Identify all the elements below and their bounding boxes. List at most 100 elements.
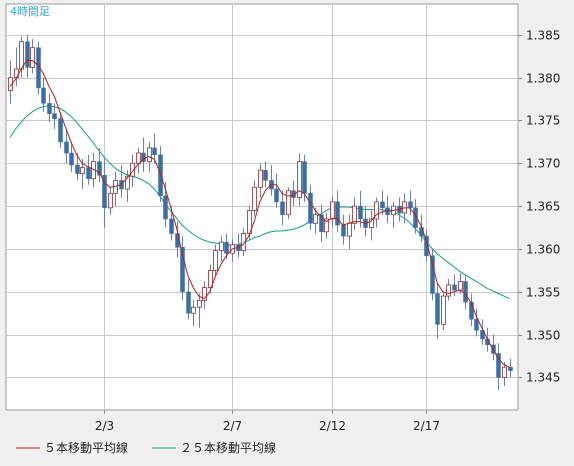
candle xyxy=(308,184,313,231)
candle xyxy=(297,153,302,207)
y-tick-label: 1.355 xyxy=(526,286,560,300)
candle-body-down xyxy=(358,205,363,220)
candle xyxy=(463,274,468,309)
candle xyxy=(252,180,257,217)
candle xyxy=(141,137,146,172)
candle-body-down xyxy=(186,291,191,314)
candle-body-up xyxy=(30,47,35,68)
candle-body-up xyxy=(213,250,218,271)
candle xyxy=(441,291,446,331)
candle-body-up xyxy=(502,366,507,378)
candle xyxy=(219,236,224,262)
candle xyxy=(180,236,185,301)
candle-body-up xyxy=(14,68,19,79)
y-axis-ticks: 1.385 1.380 1.375 1.370 1.365 1.360 1.355 1.350… xyxy=(518,29,560,385)
candle-body-up xyxy=(352,205,357,224)
candle-body-down xyxy=(335,201,340,226)
legend: ５本移動平均線 ２５本移動平均線 xyxy=(16,440,276,455)
candle-body-up xyxy=(252,186,257,211)
candle-body-up xyxy=(374,201,379,220)
candle-body-down xyxy=(52,113,57,120)
candle-body-up xyxy=(8,77,13,91)
candle xyxy=(452,274,457,297)
legend-ma5-label: ５本移動平均線 xyxy=(44,440,128,455)
candle xyxy=(330,195,335,228)
candle-body-down xyxy=(463,281,468,303)
candle-body-up xyxy=(347,222,352,237)
candle xyxy=(469,293,474,327)
x-tick-label: 2/7 xyxy=(223,419,242,433)
candle-body-down xyxy=(263,169,268,181)
candle xyxy=(424,230,429,262)
candle-body-down xyxy=(413,207,418,228)
candle-body-down xyxy=(180,247,185,293)
candle-body-down xyxy=(469,301,474,320)
candle xyxy=(369,210,374,241)
candle-body-up xyxy=(286,190,291,216)
candle-body-down xyxy=(141,152,146,162)
candle-body-down xyxy=(25,41,30,68)
candle xyxy=(197,293,202,328)
x-tick-label: 2/3 xyxy=(95,419,114,433)
candle-body-down xyxy=(380,201,385,209)
candle xyxy=(352,197,357,231)
candle xyxy=(125,170,130,202)
candle xyxy=(286,187,291,219)
candle xyxy=(408,190,413,215)
x-axis-ticks: 2/3 2/7 2/12 2/17 xyxy=(95,410,440,433)
ma5-line xyxy=(9,60,510,368)
candle-body-up xyxy=(130,162,135,177)
candle-body-up xyxy=(313,214,318,224)
candle xyxy=(8,60,13,104)
candle xyxy=(280,190,285,225)
candle-body-down xyxy=(480,330,485,340)
candle xyxy=(335,190,340,232)
candle-body-down xyxy=(435,293,440,325)
candle xyxy=(508,358,513,378)
candle-body-up xyxy=(446,284,451,297)
candle-body-down xyxy=(491,344,496,354)
candle-body-up xyxy=(219,241,224,252)
candle xyxy=(374,197,379,228)
candle-body-up xyxy=(136,152,141,164)
candle xyxy=(47,93,52,123)
candle xyxy=(202,281,207,309)
candle-body-down xyxy=(224,241,229,254)
x-tick-label: 2/17 xyxy=(413,419,440,433)
candle-body-up xyxy=(197,299,202,308)
candle xyxy=(25,34,30,78)
candle-body-down xyxy=(41,87,46,104)
candle-body-up xyxy=(458,281,463,291)
candle-body-up xyxy=(369,218,374,228)
candle-body-down xyxy=(424,235,429,257)
candle-body-down xyxy=(69,152,74,166)
y-tick-label: 1.350 xyxy=(526,329,560,343)
candle-body-down xyxy=(152,147,157,156)
candle xyxy=(324,212,329,239)
candle-body-up xyxy=(208,269,213,288)
timeframe-label: 4時間足 xyxy=(10,5,50,18)
candle-body-down xyxy=(430,255,435,294)
candles-layer xyxy=(8,34,513,391)
y-tick-label: 1.345 xyxy=(526,371,560,385)
candle-body-up xyxy=(441,295,446,325)
candle-body-down xyxy=(36,47,41,89)
legend-ma25-label: ２５本移動平均線 xyxy=(180,440,276,455)
candle-body-up xyxy=(324,218,329,233)
candle-body-down xyxy=(302,161,307,194)
candle xyxy=(41,77,46,112)
candle xyxy=(380,190,385,215)
y-tick-label: 1.375 xyxy=(526,114,560,128)
candle xyxy=(474,308,479,337)
candle-body-down xyxy=(319,214,324,233)
candle xyxy=(52,103,57,130)
candle-body-down xyxy=(308,193,313,224)
candle-body-down xyxy=(452,284,457,291)
candle xyxy=(502,362,507,387)
candle xyxy=(169,206,174,241)
candle-body-up xyxy=(297,161,302,198)
candle xyxy=(491,334,496,361)
candle xyxy=(480,319,485,345)
candle xyxy=(58,111,63,148)
